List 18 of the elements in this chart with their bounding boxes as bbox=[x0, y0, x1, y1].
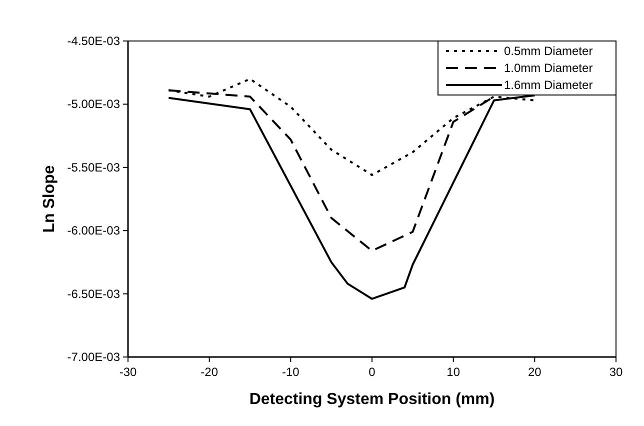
x-axis-title: Detecting System Position (mm) bbox=[249, 391, 495, 408]
legend-label: 1.0mm Diameter bbox=[504, 61, 593, 75]
y-axis-title: Ln Slope bbox=[41, 165, 58, 233]
y-tick-label: -6.50E-03 bbox=[67, 286, 120, 301]
x-tick-label: 10 bbox=[446, 365, 460, 379]
x-tick-label: 0 bbox=[368, 365, 376, 379]
x-tick-label: 30 bbox=[609, 365, 623, 379]
y-tick-label: -6.00E-03 bbox=[67, 224, 120, 238]
y-tick-label: -5.00E-03 bbox=[67, 97, 120, 112]
x-tick-label: 20 bbox=[528, 365, 542, 379]
legend-label: 1.6mm Diameter bbox=[504, 78, 593, 92]
x-tick-label: -30 bbox=[119, 365, 137, 379]
y-tick-label: -7.00E-03 bbox=[67, 350, 120, 364]
y-tick-label: -5.50E-03 bbox=[67, 160, 120, 174]
y-tick-label: -4.50E-03 bbox=[67, 34, 120, 48]
x-tick-label: -10 bbox=[282, 365, 300, 379]
x-tick-label: -20 bbox=[200, 365, 218, 379]
legend-label: 0.5mm Diameter bbox=[504, 44, 593, 58]
